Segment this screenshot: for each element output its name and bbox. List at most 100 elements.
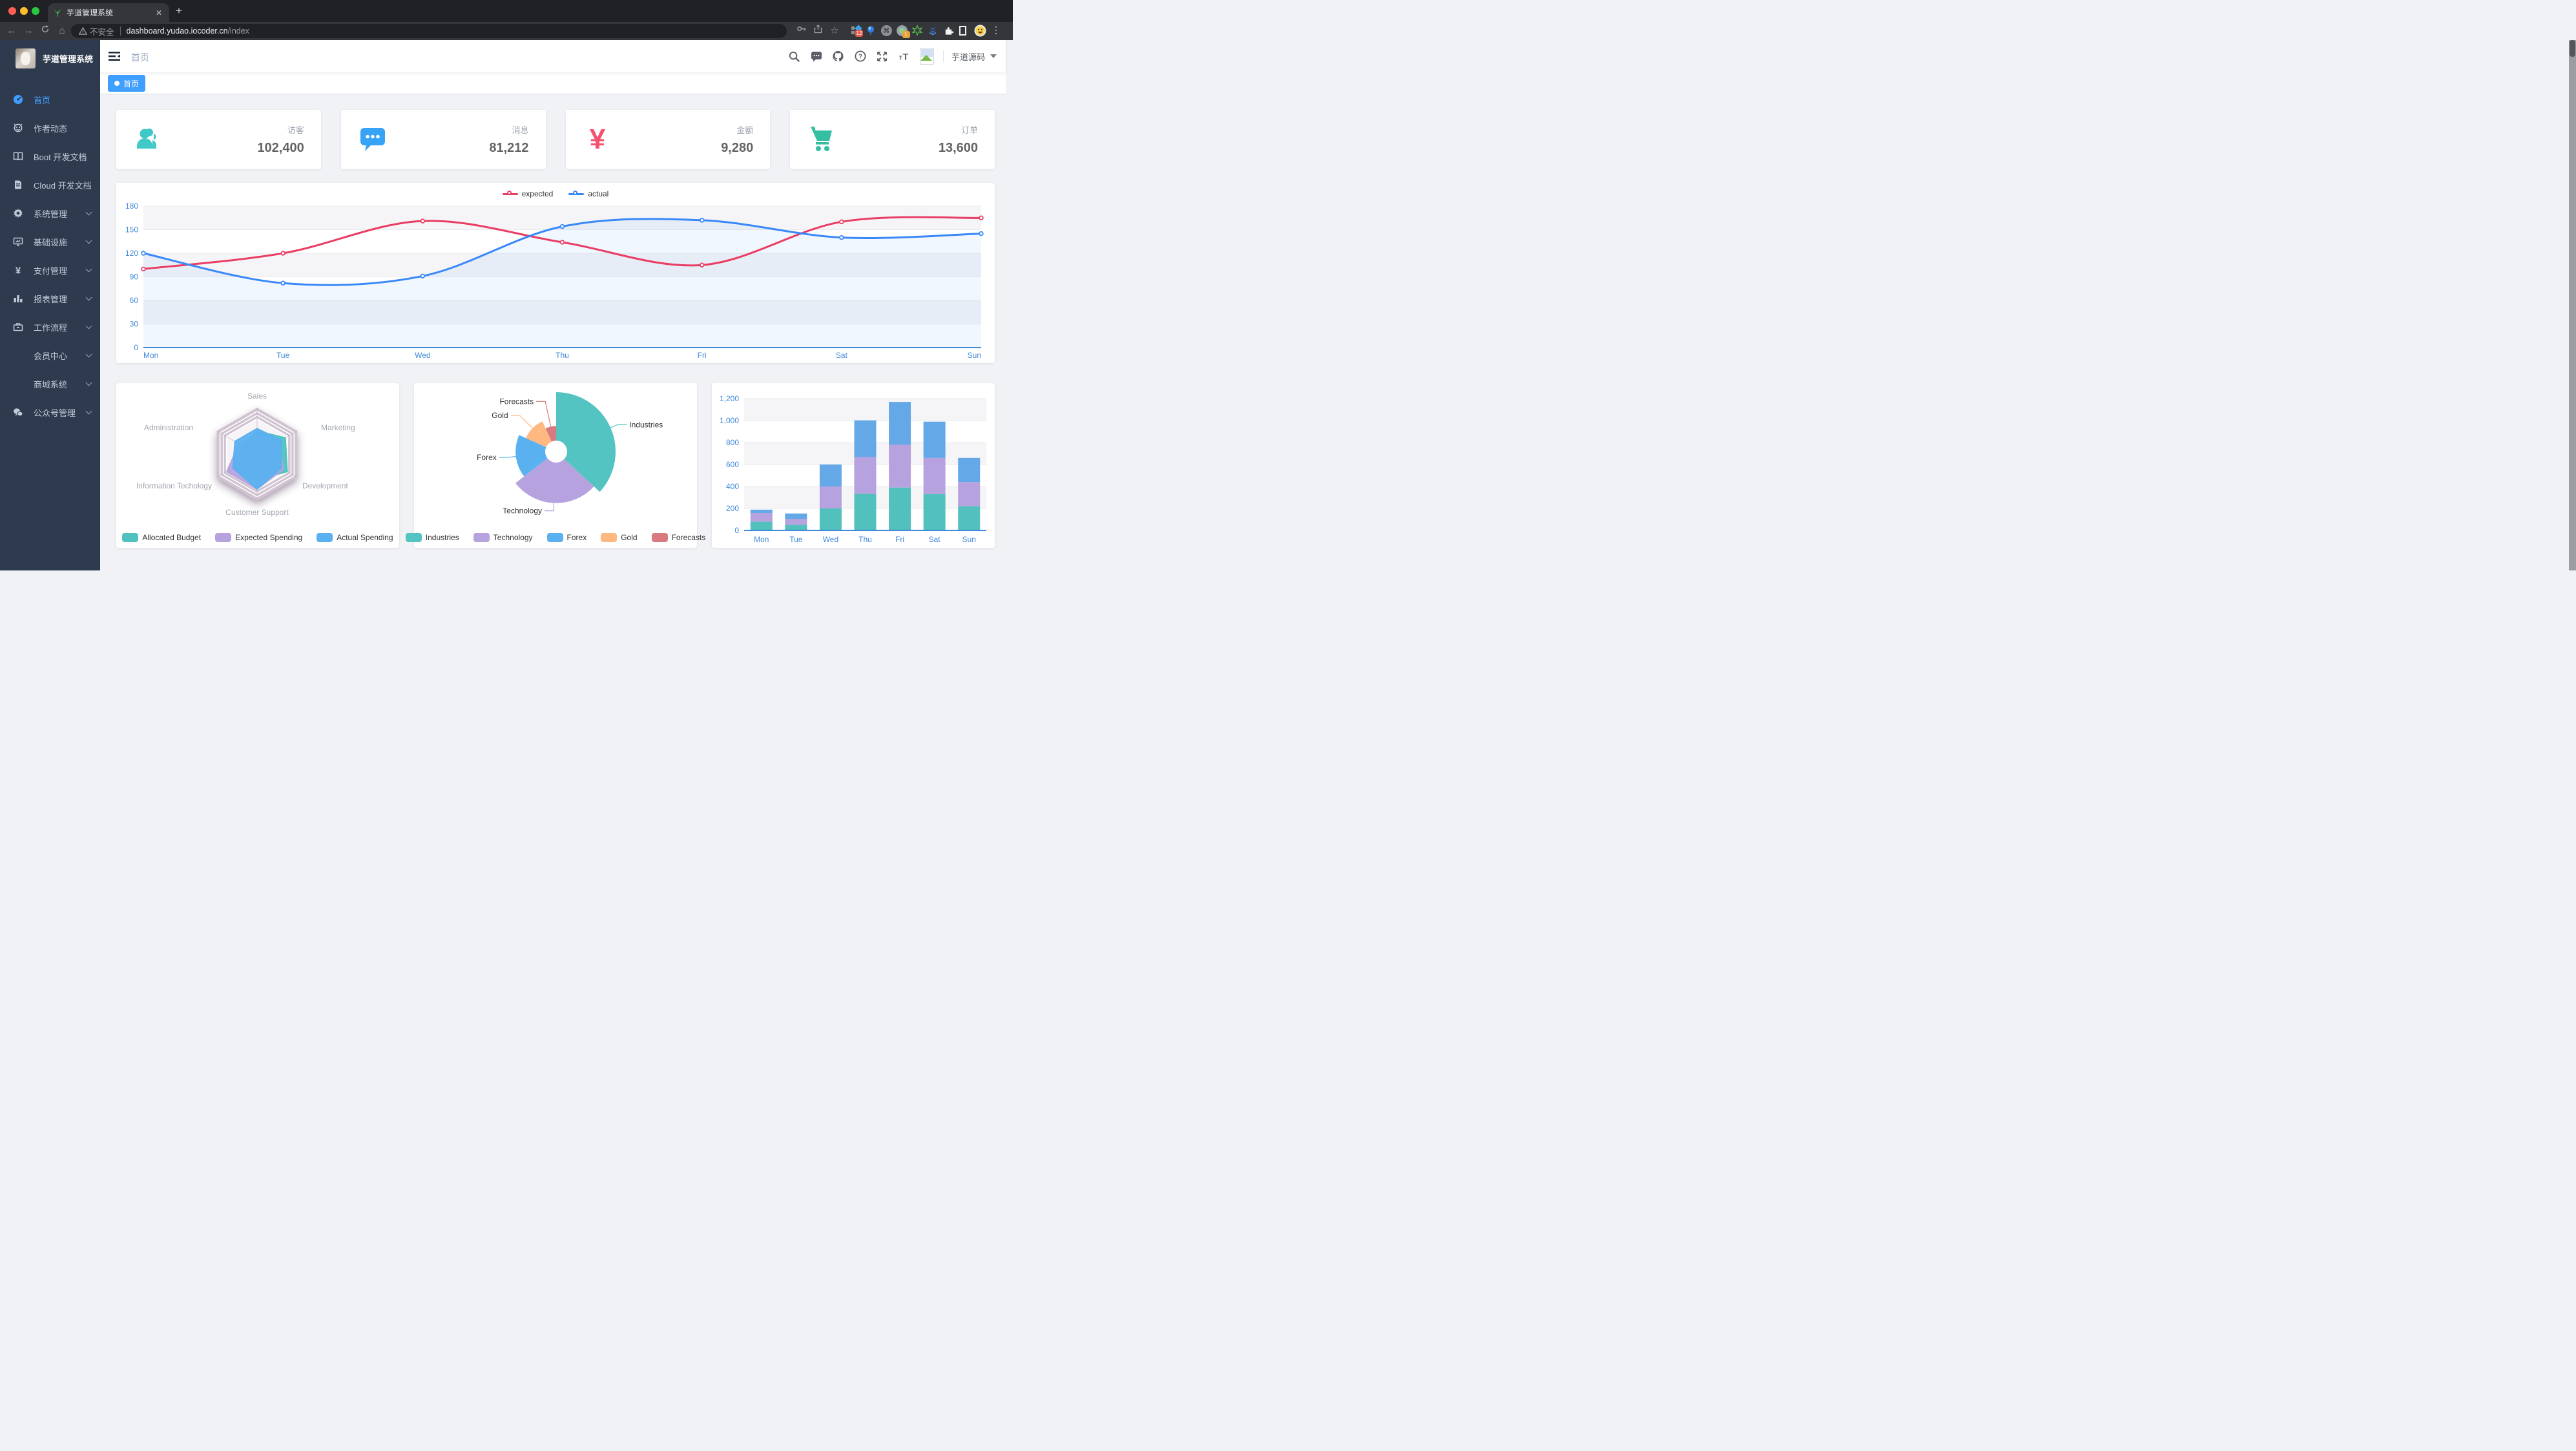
- legend-item-Gold[interactable]: Gold: [601, 533, 638, 542]
- pie-chart[interactable]: Industries Technology Forex Gold Forecasts: [414, 383, 697, 548]
- svg-text:600: 600: [726, 460, 739, 469]
- sidebar-item-label: 作者动态: [34, 123, 68, 134]
- extension-grid-icon[interactable]: 12: [849, 24, 863, 37]
- search-icon[interactable]: [788, 50, 801, 63]
- legend-item-Forex[interactable]: Forex: [546, 533, 587, 542]
- sidebar-item-4[interactable]: 系统管理: [0, 199, 100, 227]
- sidebar-item-2[interactable]: Boot 开发文档: [0, 142, 100, 171]
- legend-item-Allocated Budget[interactable]: Allocated Budget: [122, 533, 201, 542]
- chevron-down-icon: [85, 266, 92, 272]
- share-icon[interactable]: [811, 24, 824, 36]
- page-scrollbar[interactable]: [2569, 40, 2576, 570]
- mac-zoom-button[interactable]: [32, 7, 39, 15]
- extension-balloon-icon[interactable]: [864, 24, 877, 37]
- mac-close-button[interactable]: [8, 7, 16, 15]
- profile-avatar-icon[interactable]: [973, 24, 986, 37]
- legend-item-Industries[interactable]: Industries: [405, 533, 459, 542]
- browser-tab[interactable]: 芋道管理系统 ✕: [48, 3, 169, 22]
- legend-item-expected[interactable]: expected: [502, 189, 553, 198]
- reload-icon[interactable]: [39, 25, 52, 37]
- github-icon[interactable]: [832, 50, 845, 63]
- legend-item-Forecasts[interactable]: Forecasts: [651, 533, 705, 542]
- stat-card-3[interactable]: 订单 13,600: [790, 110, 995, 169]
- sidebar-item-3[interactable]: Cloud 开发文档: [0, 171, 100, 199]
- sidebar-item-label: 公众号管理: [34, 408, 76, 418]
- tab-close-icon[interactable]: ✕: [155, 8, 162, 17]
- reading-list-icon[interactable]: [956, 24, 969, 37]
- extensions-puzzle-icon[interactable]: [942, 24, 955, 37]
- radar-chart-legend: Allocated Budget Expected Spending Actual …: [116, 533, 399, 542]
- sidebar-item-9[interactable]: 会员中心: [0, 341, 100, 370]
- collapse-sidebar-icon[interactable]: [108, 50, 121, 63]
- help-icon[interactable]: ?: [854, 50, 867, 63]
- app-title: 芋道管理系统: [43, 54, 94, 64]
- svg-text:Sales: Sales: [247, 391, 267, 401]
- browser-menu-kebab-icon[interactable]: ⋮: [992, 25, 1001, 35]
- extension-chevrons-icon[interactable]: [926, 24, 939, 37]
- people-icon: [133, 124, 163, 156]
- security-warning[interactable]: 不安全: [79, 25, 114, 37]
- sidebar-item-8[interactable]: 工作流程: [0, 313, 100, 341]
- small-charts-row: Sales Marketing Development Customer Suppor…: [116, 383, 995, 548]
- password-key-icon[interactable]: [795, 25, 807, 35]
- legend-item-Technology[interactable]: Technology: [473, 533, 533, 542]
- address-bar[interactable]: 不安全 dashboard.yudao.iocoder.cn/index: [71, 24, 787, 38]
- mac-minimize-button[interactable]: [20, 7, 28, 15]
- sidebar-item-label: 报表管理: [34, 294, 68, 304]
- tag-label: 首页: [123, 79, 140, 89]
- tag-home[interactable]: 首页: [108, 75, 146, 92]
- svg-text:T: T: [899, 55, 903, 61]
- extension-circle-icon[interactable]: 1: [895, 24, 910, 38]
- user-avatar[interactable]: [919, 48, 934, 65]
- tag-active-dot: [114, 81, 119, 86]
- line-chart[interactable]: 0 30 60 90 120 150 180 Mon Tue Wed Thu Fri Sat Sun: [116, 183, 995, 363]
- url-host: dashboard.yudao.iocoder.cn: [126, 26, 228, 36]
- svg-text:T: T: [903, 52, 909, 61]
- yen-icon: ¥: [13, 265, 23, 276]
- stat-card-1[interactable]: 消息 81,212: [340, 110, 546, 169]
- breadcrumb[interactable]: 首页: [131, 52, 149, 63]
- fullscreen-icon[interactable]: [876, 50, 889, 63]
- sidebar-item-0[interactable]: 首页: [0, 85, 100, 114]
- message-icon[interactable]: [810, 50, 823, 63]
- user-menu[interactable]: 芋道源码: [942, 50, 997, 63]
- scrollbar-thumb[interactable]: [2570, 40, 2575, 57]
- barchart-icon: [13, 293, 23, 304]
- svg-text:Tue: Tue: [789, 535, 803, 544]
- home-icon[interactable]: ⌂: [59, 25, 65, 36]
- forward-icon[interactable]: →: [23, 25, 34, 36]
- cart-icon: [807, 124, 836, 156]
- bookmark-star-icon[interactable]: ☆: [830, 25, 839, 36]
- sidebar-item-1[interactable]: 作者动态: [0, 114, 100, 142]
- new-tab-button[interactable]: +: [176, 5, 182, 17]
- sidebar-item-7[interactable]: 报表管理: [0, 284, 100, 313]
- sidebar-logo[interactable]: 芋道管理系统: [0, 40, 100, 76]
- chevron-down-icon: [85, 209, 92, 215]
- sidebar-item-11[interactable]: 公众号管理: [0, 398, 100, 426]
- bar-chart[interactable]: 0 200 400 600 800 1,000 1,200 Mon Tue Wed Thu Fri Sa…: [712, 383, 995, 548]
- extension-star-icon[interactable]: [911, 24, 924, 37]
- radar-chart[interactable]: Sales Marketing Development Customer Suppor…: [116, 383, 399, 548]
- sidebar-item-label: Cloud 开发文档: [34, 180, 92, 191]
- svg-text:Fri: Fri: [895, 535, 904, 544]
- stat-card-2[interactable]: ¥ 金额 9,280: [565, 110, 771, 169]
- svg-text:Sun: Sun: [962, 535, 976, 544]
- svg-text:¥: ¥: [589, 124, 605, 152]
- svg-text:150: 150: [125, 225, 138, 235]
- sidebar-item-5[interactable]: 基础设施: [0, 227, 100, 256]
- svg-text:Customer Support: Customer Support: [225, 508, 289, 517]
- stat-card-0[interactable]: 访客 102,400: [116, 110, 321, 169]
- document-icon: [13, 180, 23, 190]
- sidebar-item-10[interactable]: 商城系统: [0, 370, 100, 398]
- book-icon: [13, 151, 23, 162]
- legend-item-Expected Spending[interactable]: Expected Spending: [215, 533, 302, 542]
- legend-item-actual[interactable]: actual: [568, 189, 608, 198]
- stats-row: 访客 102,400 消息 81,212 ¥ 金额 9,280 订单 13,600: [116, 110, 995, 169]
- svg-text:30: 30: [130, 320, 139, 329]
- sidebar-item-6[interactable]: ¥ 支付管理: [0, 256, 100, 284]
- legend-item-Actual Spending[interactable]: Actual Spending: [317, 533, 393, 542]
- back-icon[interactable]: ←: [6, 25, 17, 36]
- extension-command-icon[interactable]: ⌘: [880, 24, 893, 37]
